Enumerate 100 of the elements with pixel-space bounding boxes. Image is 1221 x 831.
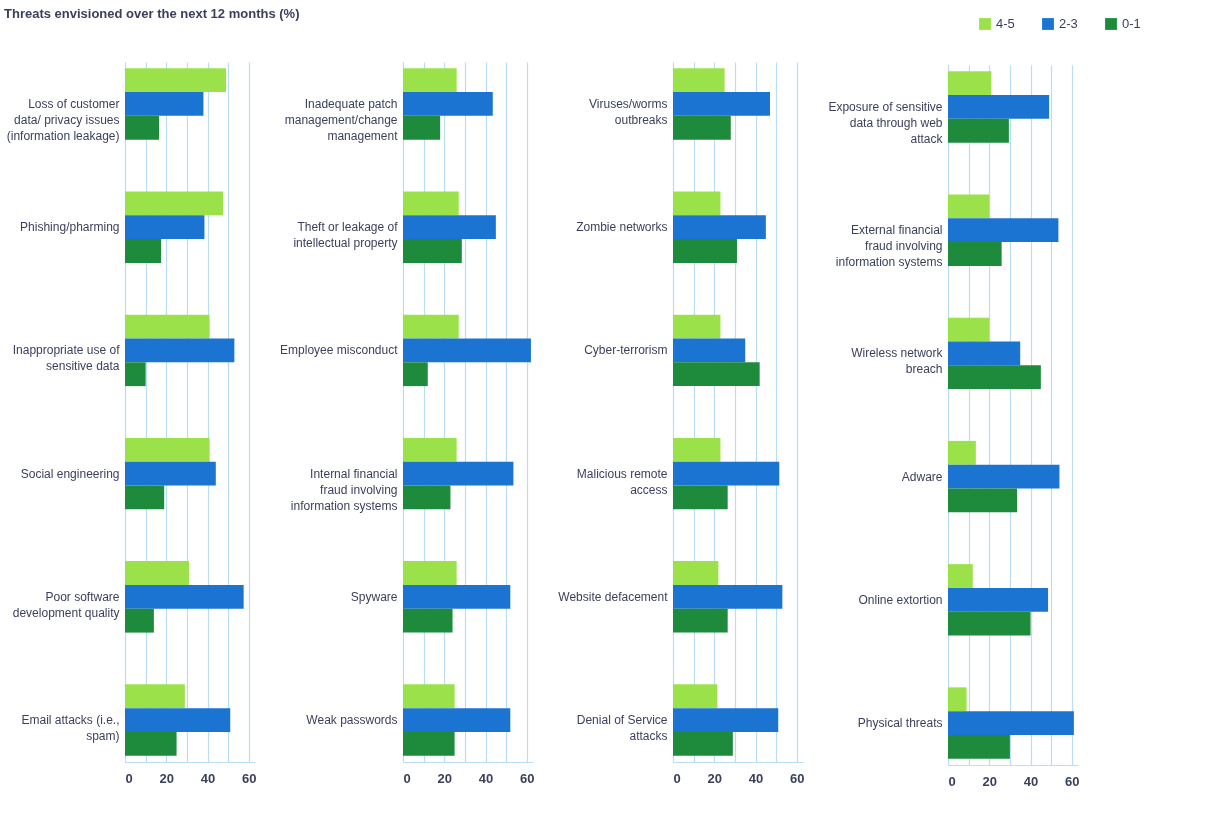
bar [125, 584, 244, 609]
legend-label: 2-3 [1059, 16, 1078, 31]
bar [125, 191, 224, 216]
bar [948, 711, 1074, 736]
bar [125, 91, 204, 116]
bar [948, 488, 1018, 513]
bar [673, 485, 728, 510]
bar [673, 362, 760, 387]
y-tick-label: Inadequate patch management/change management [284, 96, 399, 143]
bar [403, 708, 511, 733]
legend-label: 0-1 [1122, 16, 1141, 31]
bar [125, 239, 162, 263]
x-tick-label: 60 [1065, 773, 1080, 789]
bar [403, 239, 462, 263]
x-tick-label: 60 [242, 770, 257, 786]
bar [948, 365, 1041, 390]
x-tick-label: 40 [478, 770, 494, 786]
y-tick-label: Phishing/pharming [20, 220, 120, 235]
bar [125, 485, 165, 510]
bar [948, 611, 1031, 636]
x-tick-label: 0 [673, 770, 681, 786]
y-tick-label: Theft or leakage of intellectual property [293, 220, 399, 251]
bar [948, 440, 976, 465]
x-tick-label: 40 [748, 770, 764, 786]
bar [673, 91, 770, 116]
bar [673, 708, 779, 733]
y-tick-label: Social engineering [20, 466, 120, 481]
bar [948, 587, 1049, 612]
bar [673, 215, 766, 240]
bar [948, 341, 1021, 366]
y-tick-label: Denial of Service attacks [576, 713, 668, 744]
bar [948, 71, 992, 95]
x-tick-label: 0 [403, 770, 411, 786]
bar [125, 608, 154, 633]
y-tick-label: Spyware [350, 589, 398, 604]
x-tick-label: 0 [125, 770, 133, 786]
bar [673, 461, 780, 486]
y-tick-label: Internal financial fraud involving information systems [290, 466, 398, 513]
bar [403, 684, 455, 709]
bar [125, 732, 177, 756]
x-tick-label: 40 [1023, 773, 1039, 789]
bar [948, 687, 967, 712]
bar [125, 708, 231, 733]
y-tick-label: External financial fraud involving information systems [835, 223, 943, 270]
bar [403, 584, 511, 609]
bar [673, 314, 721, 339]
bar [403, 732, 455, 756]
y-tick-label: Online extortion [858, 592, 943, 607]
bar [403, 437, 457, 462]
bar [673, 584, 783, 609]
bar [125, 684, 185, 709]
bar [403, 215, 496, 240]
y-tick-label: Viruses/worms outbreaks [589, 96, 668, 127]
bar [673, 608, 728, 633]
y-tick-label: Inappropriate use of sensitive data [12, 343, 121, 374]
y-tick-label: Employee misconduct [280, 343, 399, 358]
y-tick-label: Physical threats [857, 716, 943, 731]
bar [948, 94, 1050, 119]
bar [403, 362, 428, 387]
bar [403, 608, 453, 633]
x-tick-label: 40 [200, 770, 216, 786]
bar [948, 317, 990, 342]
bar [403, 91, 493, 116]
x-tick-label: 60 [790, 770, 805, 786]
bar [948, 464, 1060, 489]
bar [948, 218, 1059, 243]
bar [673, 684, 718, 709]
bar [948, 118, 1009, 143]
bar [673, 239, 737, 263]
legend-label: 4-5 [996, 16, 1015, 31]
bar [403, 115, 441, 140]
bar [948, 242, 1002, 266]
bar [403, 314, 459, 339]
bar [403, 485, 451, 510]
bar [948, 564, 973, 588]
x-tick-label: 20 [982, 773, 997, 789]
x-tick-label: 60 [520, 770, 535, 786]
bar [948, 194, 990, 219]
bar [125, 437, 210, 462]
x-tick-label: 0 [948, 773, 956, 789]
y-tick-label: Exposure of sensitive data through web attack [828, 99, 944, 146]
bar [948, 735, 1010, 759]
x-tick-label: 20 [159, 770, 174, 786]
y-tick-label: Zombie networks [576, 220, 668, 235]
x-tick-label: 20 [707, 770, 722, 786]
y-tick-label: Weak passwords [306, 713, 398, 728]
bar [125, 68, 227, 92]
bar [125, 115, 160, 140]
bar [403, 68, 457, 92]
bar [403, 191, 459, 216]
bar [403, 561, 457, 585]
x-tick-label: 20 [437, 770, 452, 786]
bar [125, 461, 216, 486]
y-tick-label: Wireless network breach [851, 346, 944, 377]
y-tick-label: Adware [901, 469, 943, 484]
y-tick-label: Malicious remote access [576, 466, 668, 497]
bar [673, 68, 725, 92]
chart-title: Threats envisioned over the next 12 months (%) [4, 6, 300, 21]
y-tick-label: Cyber-terrorism [584, 343, 668, 358]
bar [673, 191, 721, 216]
